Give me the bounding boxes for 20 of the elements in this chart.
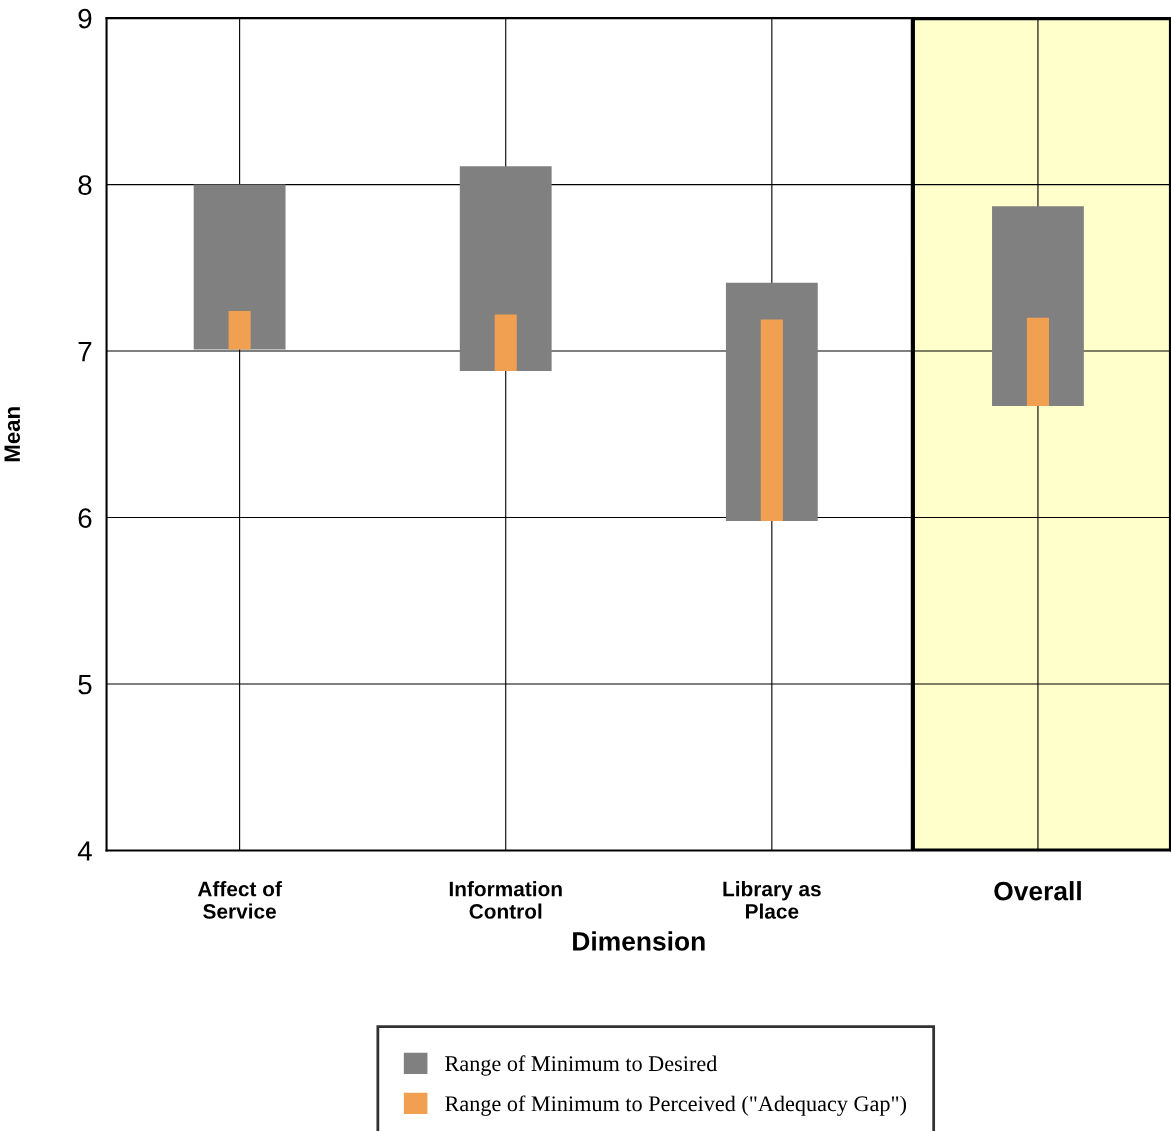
bar [494,314,517,372]
y-axis-title: Mean [4,407,21,462]
legend-label: Range of Minimum to Perceived ("Adequacy Gap") [445,1095,907,1116]
y-tick-label: 5 [78,674,92,695]
x-tick-label: Library as Place [723,881,821,919]
y-tick-label: 7 [78,342,92,362]
x-axis-title: Dimension [573,931,705,951]
y-tick-label: 4 [77,841,92,861]
x-tick-label: Overall [994,881,1081,901]
y-tick-label: 8 [78,175,92,195]
bar [193,184,286,350]
bar [760,319,783,521]
x-tick-label: Affect of Service [197,881,282,919]
legend-label: Range of Minimum to Desired [445,1055,718,1076]
x-tick-label: Information Control [449,881,562,919]
bar [228,311,251,350]
y-tick-label: 9 [78,8,92,29]
y-tick-label: 6 [78,508,92,528]
bar [1026,317,1049,406]
bar [459,166,552,372]
